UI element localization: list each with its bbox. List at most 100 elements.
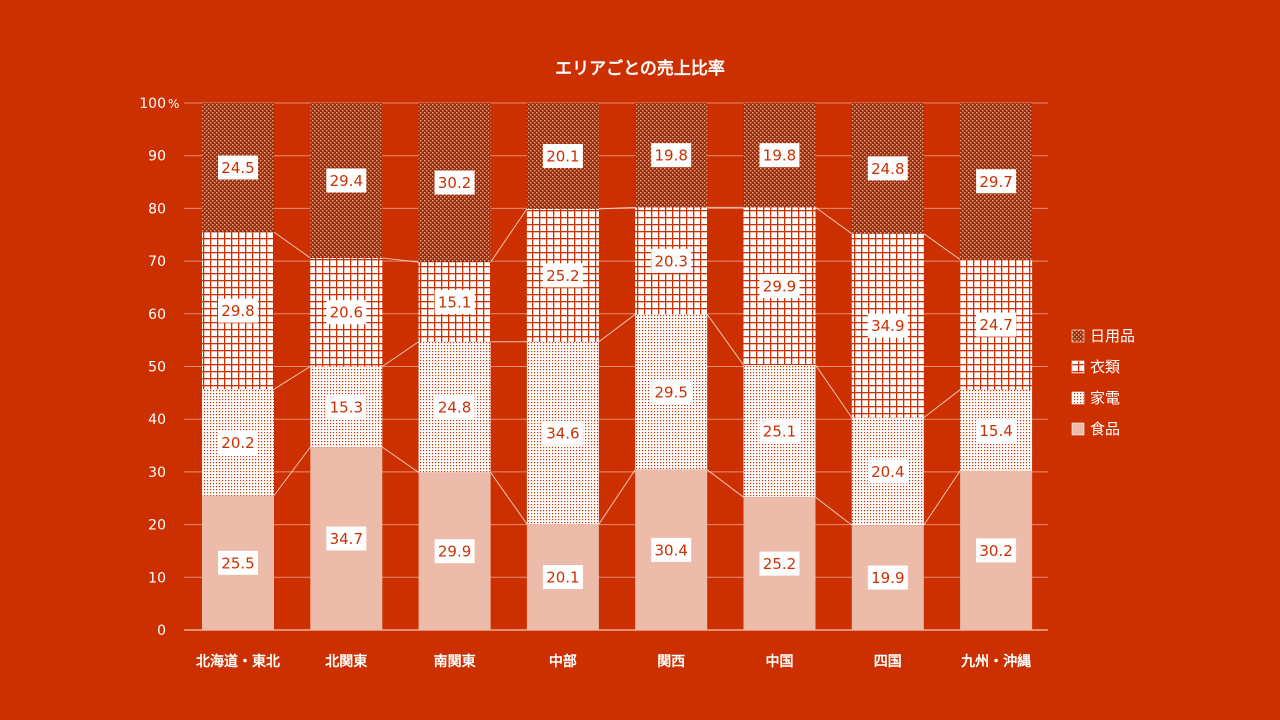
legend-swatch (1071, 391, 1085, 405)
data-label-box (326, 168, 367, 193)
data-label-box (542, 143, 583, 168)
data-label-text: 25.1 (763, 423, 796, 441)
data-label: 20.1 (542, 565, 583, 590)
data-label-box (867, 156, 908, 181)
data-label-box (651, 143, 692, 168)
y-tick-label: 40 (148, 412, 166, 428)
data-label-box (326, 300, 367, 325)
data-label-text: 19.8 (654, 147, 687, 165)
x-tick-label: 四国 (874, 654, 902, 670)
x-tick-label: 南関東 (434, 653, 476, 670)
y-tick-label: 10 (148, 570, 166, 586)
connector-line (923, 233, 961, 260)
bar-group (743, 103, 816, 630)
data-label-text: 20.4 (871, 463, 904, 481)
data-label: 20.6 (326, 300, 367, 325)
connector-line (706, 314, 744, 366)
data-label-box (976, 312, 1017, 337)
data-label: 30.2 (434, 170, 475, 195)
data-labels: 25.5 20.2 29.8 24.5 34.7 15.3 20.6 29.4 29.9 24.8… (218, 143, 1017, 590)
data-label: 19.8 (759, 143, 800, 168)
x-axis: 北海道・東北 北関東 南関東 中部 関西 中国 四国 九州・沖縄 (196, 653, 1031, 670)
x-tick-label: 北関東 (325, 653, 367, 670)
legend-label: 日用品 (1090, 327, 1135, 345)
data-label: 29.7 (976, 169, 1017, 194)
connector-line (598, 469, 636, 525)
data-label: 29.8 (218, 298, 258, 323)
data-label-box (976, 418, 1017, 443)
data-label-text: 29.9 (763, 278, 796, 296)
data-label-box (218, 155, 258, 180)
data-label-text: 34.6 (546, 424, 579, 442)
bar-group (851, 103, 924, 630)
data-label-box (218, 430, 258, 455)
data-label-text: 15.3 (330, 398, 363, 416)
data-label: 25.2 (759, 551, 800, 576)
data-label: 19.9 (867, 565, 908, 590)
y-tick-label: 90 (148, 149, 166, 165)
data-label-text: 20.1 (546, 147, 579, 165)
data-label-box (651, 380, 692, 405)
legend-swatch (1071, 422, 1085, 436)
data-label: 25.5 (218, 550, 258, 575)
data-label: 15.4 (976, 418, 1017, 443)
data-label-box (218, 550, 258, 575)
data-label-text: 15.4 (979, 422, 1012, 440)
data-label-box (867, 459, 908, 484)
x-tick-label: 北海道・東北 (196, 653, 280, 670)
data-label: 20.3 (651, 248, 692, 273)
legend-label: 衣類 (1090, 358, 1120, 376)
y-tick-label: 100 (139, 96, 166, 112)
data-label: 29.5 (651, 380, 692, 405)
connector-line (598, 313, 636, 343)
data-label-text: 34.9 (871, 317, 904, 335)
data-label-box (218, 298, 258, 323)
data-label: 29.4 (326, 168, 367, 193)
data-label: 15.3 (326, 394, 367, 419)
data-label-text: 29.5 (654, 384, 687, 402)
legend-swatch (1071, 360, 1085, 374)
data-label: 15.1 (434, 289, 475, 314)
data-label-text: 24.7 (979, 316, 1012, 334)
data-label: 29.9 (759, 274, 800, 299)
data-label-box (542, 420, 583, 445)
data-label-text: 24.5 (221, 159, 254, 177)
legend-item: 食品 (1071, 420, 1120, 438)
data-label: 24.7 (976, 312, 1017, 337)
data-label-box (867, 313, 908, 338)
y-tick-label: 30 (148, 465, 166, 481)
legend-item: 衣類 (1071, 358, 1120, 376)
connector-line (273, 446, 311, 496)
data-label: 30.2 (976, 538, 1017, 563)
data-label-text: 25.2 (546, 267, 579, 285)
legend-label: 家電 (1090, 389, 1120, 407)
x-tick-label: 中部 (549, 653, 577, 670)
series-connector-lines (273, 206, 961, 526)
connector-line (273, 231, 311, 259)
connector-line (923, 389, 961, 419)
data-label-text: 20.3 (654, 252, 687, 270)
data-label-box (542, 263, 583, 288)
data-label-box (867, 565, 908, 590)
data-label-box (434, 539, 475, 564)
data-label: 20.4 (867, 459, 908, 484)
data-label: 30.4 (651, 537, 692, 562)
legend-label: 食品 (1090, 420, 1120, 438)
data-label: 24.8 (867, 156, 908, 181)
connector-line (273, 366, 311, 390)
y-tick-label: 60 (148, 307, 166, 323)
connector-line (598, 206, 636, 210)
data-label-box (759, 274, 800, 299)
data-label: 24.8 (434, 395, 475, 420)
data-label: 20.1 (542, 143, 583, 168)
data-label: 19.8 (651, 143, 692, 168)
data-label: 34.9 (867, 313, 908, 338)
data-label-box (759, 419, 800, 444)
x-tick-label: 九州・沖縄 (960, 653, 1031, 670)
data-label-box (759, 551, 800, 576)
data-label-box (759, 143, 800, 168)
data-label-text: 29.7 (979, 173, 1012, 191)
connector-line (923, 470, 961, 526)
data-label: 29.9 (434, 539, 475, 564)
